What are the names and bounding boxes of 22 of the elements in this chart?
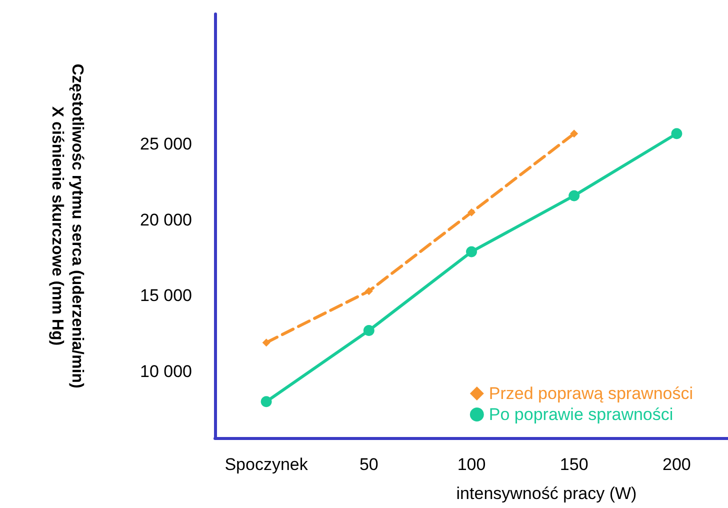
x-axis-title: intensywność pracy (W) — [456, 484, 637, 503]
point — [262, 338, 270, 347]
y-tick-label: 20 000 — [140, 210, 192, 230]
y-tick-label: 15 000 — [140, 286, 192, 306]
legend-label: Przed poprawą sprawności — [488, 384, 694, 403]
point — [671, 128, 682, 140]
y-tick-label: 10 000 — [140, 362, 192, 381]
legend-label: Po poprawie sprawności — [488, 405, 674, 424]
y-tick-label: 25 000 — [140, 134, 192, 154]
point — [260, 396, 272, 408]
point — [568, 190, 580, 202]
x-tick-label: 200 — [662, 455, 691, 474]
point — [468, 208, 476, 216]
point — [363, 324, 374, 336]
x-tick-label: 150 — [560, 455, 588, 474]
x-tick-label: 50 — [359, 455, 378, 474]
point — [570, 130, 578, 138]
point — [466, 246, 477, 258]
x-tick-label: Spoczynek — [224, 455, 308, 474]
y-axis-title: Częstotliwośc rytmu serca (uderzenia/min) X ciśnienie skurczowe (mm Hg) — [48, 64, 86, 388]
point — [364, 287, 373, 296]
x-tick-label: 100 — [457, 455, 486, 474]
